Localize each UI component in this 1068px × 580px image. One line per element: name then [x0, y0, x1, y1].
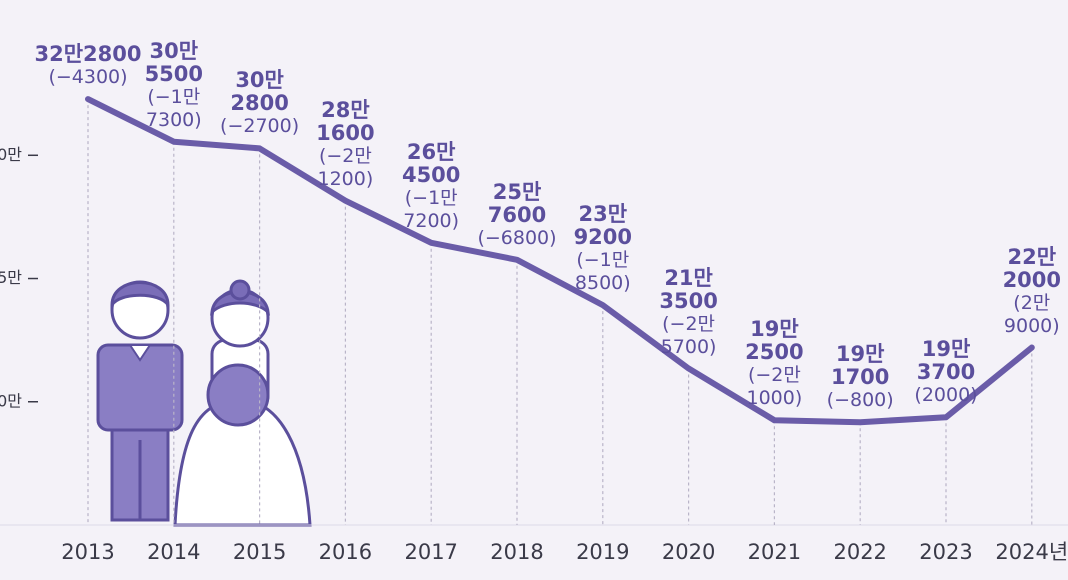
x-tick-label: 2018: [490, 540, 543, 564]
change-label: (2만 9000): [1003, 291, 1060, 337]
change-label: (−2700): [220, 115, 300, 138]
y-tick-label: 20만: [0, 391, 22, 410]
y-tick-label: 30만: [0, 145, 22, 164]
data-label-group: 19만 3700 (2000): [886, 338, 1006, 407]
x-tick-label: 2020: [662, 540, 715, 564]
data-label-group: 26만 4500 (−1만 7200): [371, 139, 491, 233]
data-label-group: 28만 1600 (−2만 1200): [285, 97, 405, 191]
x-tick-label: 2017: [404, 540, 457, 564]
x-tick-label: 2019: [576, 540, 629, 564]
value-label: 21만 3500: [659, 265, 718, 313]
data-label-group: 22만 2000 (2만 9000): [972, 244, 1068, 338]
value-label: 23만 9200: [573, 202, 633, 250]
x-tick-label: 2021: [748, 540, 801, 564]
change-label: (−6800): [477, 226, 557, 249]
x-tick-label: 2022: [833, 540, 886, 564]
change-label: (−1만 7300): [145, 85, 202, 131]
data-label-group: 21만 3500 (−2만 5700): [629, 265, 749, 359]
change-label: (−2만 1000): [746, 364, 803, 410]
change-label: (−4300): [48, 66, 128, 89]
value-label: 19만 1700: [830, 342, 890, 390]
value-label: 22만 2000: [1002, 244, 1062, 292]
change-label: (2000): [914, 384, 978, 407]
value-label: 19만 3700: [916, 337, 976, 385]
data-label-group: 19만 1700 (−800): [800, 343, 920, 412]
change-label: (−1만 7200): [403, 186, 460, 232]
x-tick-label: 2015: [233, 540, 286, 564]
value-label: 25만 7600: [487, 179, 547, 227]
x-tick-label: 2014: [147, 540, 200, 564]
x-tick-label: 2023: [919, 540, 972, 564]
x-tick-label: 2024년: [995, 540, 1068, 564]
y-tick-label: 25만: [0, 268, 22, 287]
data-label-group: 30만 5500 (−1만 7300): [114, 38, 234, 132]
x-tick-label: 2013: [61, 540, 114, 564]
data-label-group: 23만 9200 (−1만 8500): [543, 203, 663, 295]
value-label: 26만 4500: [401, 139, 461, 187]
value-label: 30만 2800: [230, 68, 289, 116]
couple-illustration: [96, 279, 312, 527]
change-label: (−1만 8500): [574, 249, 631, 295]
data-label-group: 19만 2500 (−2만 1000): [714, 318, 834, 410]
value-label: 30만 5500: [144, 38, 204, 86]
value-label: 28만 1600: [316, 97, 375, 145]
data-label-group: 32만2800 (−4300): [28, 43, 148, 89]
data-label-group: 30만 2800 (−2700): [200, 69, 320, 138]
data-label-group: 25만 7600 (−6800): [457, 179, 577, 250]
change-label: (−2만 1200): [317, 144, 374, 190]
data-line: [85, 96, 1035, 426]
change-label: (−800): [826, 389, 894, 412]
change-label: (−2만 5700): [660, 312, 717, 358]
value-label: 19만 2500: [745, 317, 804, 365]
value-label: 32만2800: [34, 42, 142, 67]
x-tick-label: 2016: [319, 540, 372, 564]
